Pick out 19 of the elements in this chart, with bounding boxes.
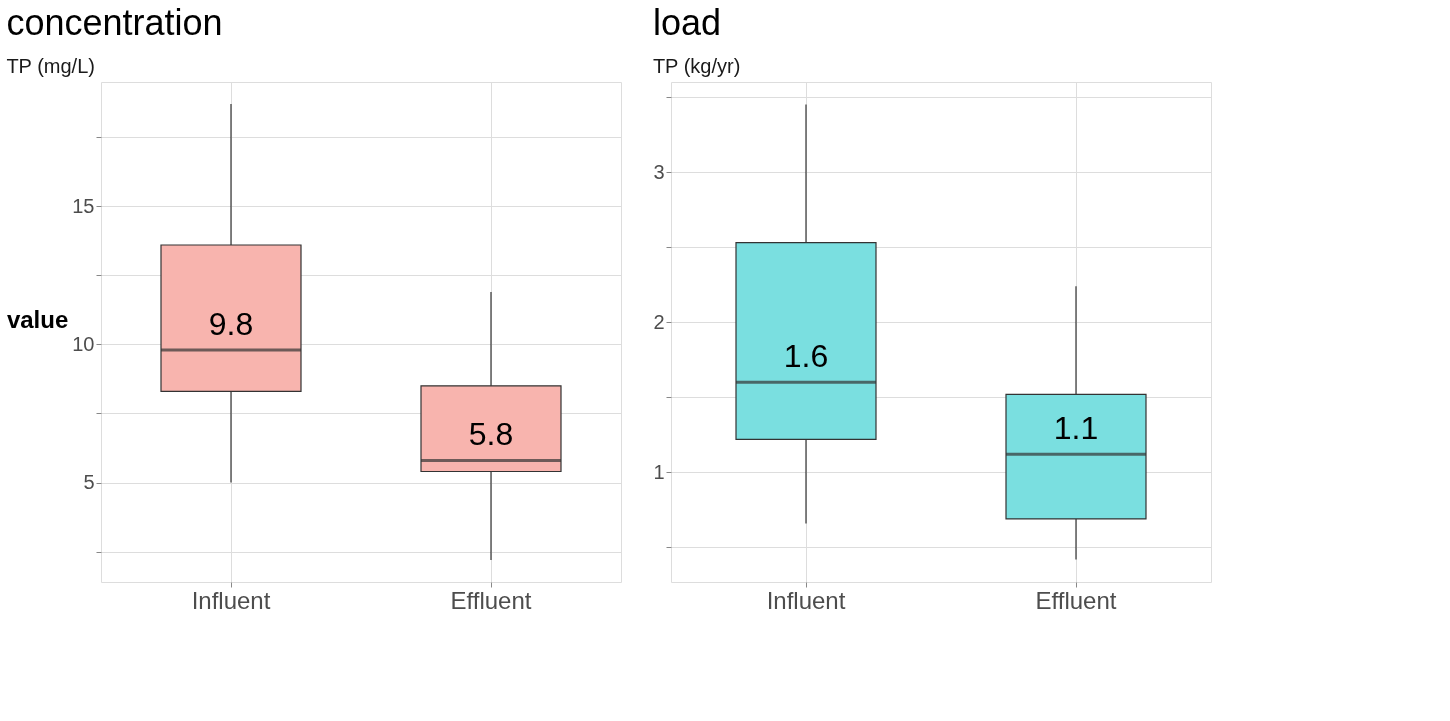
annotation: 1.6 — [783, 338, 829, 375]
y-tick-label: 1 — [653, 460, 665, 483]
chart-subtitle: TP (kg/yr) — [652, 55, 741, 77]
annotation: 1.1 — [1053, 410, 1099, 447]
x-tick-label: Influent — [191, 586, 271, 614]
chart-subtitle: TP (mg/L) — [6, 55, 95, 77]
annotation: 9.8 — [208, 305, 254, 342]
y-axis-title: value — [6, 305, 69, 333]
y-tick-label: 15 — [72, 194, 95, 217]
y-tick-label: 3 — [653, 160, 665, 183]
x-tick-label: Effluent — [1035, 586, 1117, 614]
y-tick-label: 2 — [653, 310, 665, 333]
y-tick-label: 10 — [72, 332, 95, 355]
chart-title: concentration — [6, 2, 223, 43]
annotation: 5.8 — [468, 416, 514, 453]
x-tick-label: Effluent — [450, 586, 532, 614]
x-tick-label: Influent — [766, 586, 846, 614]
y-tick-label: 5 — [83, 471, 95, 494]
chart-title: load — [652, 2, 721, 43]
